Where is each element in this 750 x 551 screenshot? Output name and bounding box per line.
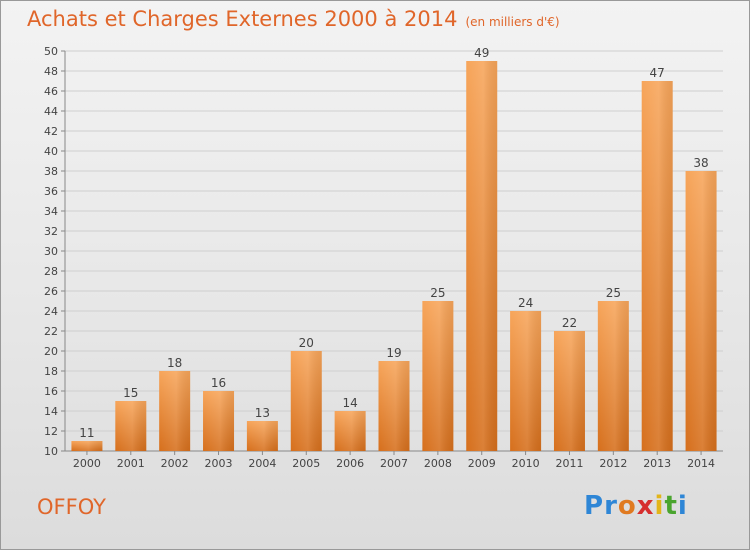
proxiti-logo: Proxiti (584, 491, 688, 521)
y-tick-label: 28 (44, 265, 58, 278)
x-tick-label: 2002 (161, 457, 189, 470)
bar-shade (685, 171, 717, 451)
logo-letter: o (617, 491, 637, 521)
y-tick-label: 14 (44, 405, 58, 418)
bar-value-label: 18 (167, 356, 182, 370)
x-tick-label: 2003 (205, 457, 233, 470)
bars: 11 15 18 16 13 20 14 19 25 49 24 22 25 47 38 (71, 46, 717, 451)
x-tick-label: 2001 (117, 457, 145, 470)
bar-value-label: 19 (386, 346, 401, 360)
x-tick-label: 2005 (292, 457, 320, 470)
y-tick-label: 32 (44, 225, 58, 238)
x-tick-label: 2011 (555, 457, 583, 470)
bar-shade (71, 441, 103, 451)
x-tick-label: 2006 (336, 457, 364, 470)
bar-value-label: 16 (211, 376, 226, 390)
bar-value-label: 25 (430, 286, 445, 300)
y-tick-label: 36 (44, 185, 58, 198)
bar-shade (597, 301, 629, 451)
y-tick-label: 38 (44, 165, 58, 178)
bar-shade (115, 401, 147, 451)
y-tick-label: 12 (44, 425, 58, 438)
bar-value-label: 25 (606, 286, 621, 300)
bar-value-label: 13 (255, 406, 270, 420)
x-tick-label: 2014 (687, 457, 715, 470)
bar-value-label: 15 (123, 386, 138, 400)
x-tick-label: 2000 (73, 457, 101, 470)
y-tick-label: 24 (44, 305, 58, 318)
bar-shade (510, 311, 542, 451)
x-tick-label: 2012 (599, 457, 627, 470)
x-axis-ticks: 2000 2001 2002 2003 2004 2005 2006 2007 2008 2009… (73, 451, 715, 470)
x-tick-label: 2004 (248, 457, 276, 470)
y-tick-label: 10 (44, 445, 58, 458)
bar-shade (334, 411, 366, 451)
y-tick-label: 20 (44, 345, 58, 358)
bar-shade (203, 391, 235, 451)
bar-value-label: 20 (299, 336, 314, 350)
y-tick-label: 26 (44, 285, 58, 298)
bar-value-label: 14 (342, 396, 357, 410)
y-tick-label: 40 (44, 145, 58, 158)
bar-shade (246, 421, 278, 451)
x-tick-label: 2013 (643, 457, 671, 470)
y-tick-label: 46 (44, 85, 58, 98)
y-tick-label: 42 (44, 125, 58, 138)
y-tick-label: 30 (44, 245, 58, 258)
chart-title: Achats et Charges Externes 2000 à 2014 (e… (27, 7, 560, 31)
bar-shade (422, 301, 454, 451)
y-tick-label: 50 (44, 45, 58, 58)
logo-letter: i (677, 491, 688, 521)
logo-letter: i (654, 491, 665, 521)
bar-shade (159, 371, 191, 451)
x-tick-label: 2007 (380, 457, 408, 470)
y-tick-label: 44 (44, 105, 58, 118)
y-tick-label: 22 (44, 325, 58, 338)
bar-value-label: 11 (79, 426, 94, 440)
bar-value-label: 24 (518, 296, 533, 310)
bar-value-label: 47 (650, 66, 665, 80)
commune-name: OFFOY (37, 495, 106, 519)
y-tick-label: 18 (44, 365, 58, 378)
y-tick-label: 34 (44, 205, 58, 218)
chart-subtitle: (en milliers d'€) (465, 15, 560, 29)
logo-letter: x (636, 491, 655, 521)
y-tick-label: 16 (44, 385, 58, 398)
logo-letter: P (584, 491, 605, 521)
y-tick-label: 48 (44, 65, 58, 78)
bar-shade (641, 81, 673, 451)
bar-shade (553, 331, 585, 451)
logo-letter: r (604, 491, 618, 521)
bar-value-label: 22 (562, 316, 577, 330)
bar-shade (290, 351, 322, 451)
bar-value-label: 49 (474, 46, 489, 60)
logo-letter: t (664, 491, 678, 521)
bar-value-label: 38 (693, 156, 708, 170)
x-tick-label: 2010 (512, 457, 540, 470)
title-text: Achats et Charges Externes 2000 à 2014 (27, 7, 458, 31)
bar-shade (378, 361, 410, 451)
bar-shade (466, 61, 498, 451)
x-tick-label: 2009 (468, 457, 496, 470)
x-tick-label: 2008 (424, 457, 452, 470)
